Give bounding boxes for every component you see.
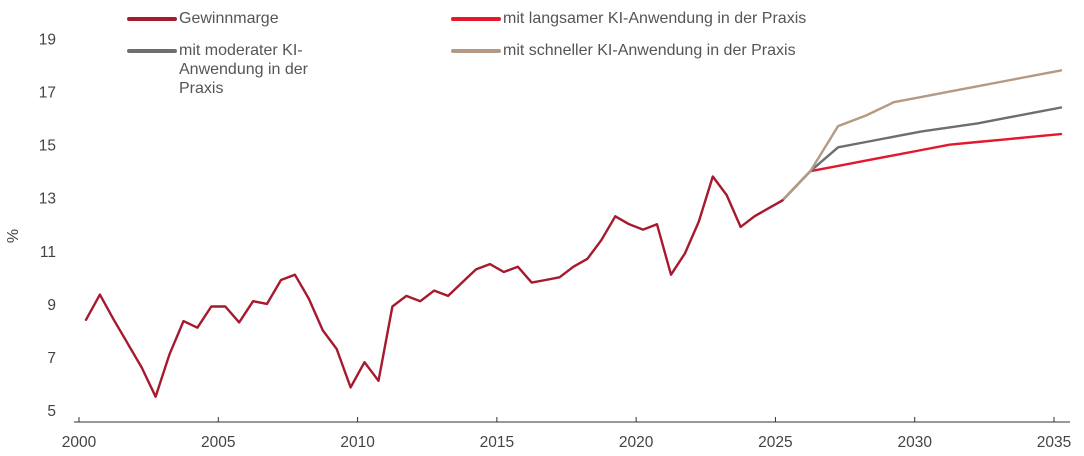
legend-item-moderat: mit moderater KI-Anwendung in der Praxis [127,41,329,98]
series-layer [84,69,1063,398]
x-tick-label: 2025 [758,434,792,451]
x-tick-label: 2005 [201,434,235,451]
legend-label: mit schneller KI-Anwendung in der Praxis [503,42,796,59]
y-tick-label: 5 [47,403,56,420]
y-tick-label: 19 [39,32,56,49]
series-line-mit-schneller-ki-anwendung-in-der-praxis [781,69,1063,202]
legend-item-langsam: mit langsamer KI-Anwendung in der Praxis [451,9,806,28]
series-line-mit-langsamer-ki-anwendung-in-der-praxis [781,132,1063,202]
legend-swatch-gewinnmarge [127,17,177,21]
x-axis-ticks: 2000 2005 2010 2015 2020 2025 2030 2035 [62,417,1071,451]
y-tick-label: 7 [47,350,56,367]
x-tick-label: 2020 [619,434,654,451]
y-tick-label: 11 [40,244,56,261]
y-tick-label: 17 [39,85,56,102]
y-tick-label: 15 [39,138,56,155]
legend-item-schnell: mit schneller KI-Anwendung in der Praxis [451,41,796,60]
x-tick-label: 2035 [1037,434,1071,451]
y-axis-ticks: 5 7 9 11 13 15 17 19 [39,32,56,420]
series-line-mit-moderater-ki-anwendung-in-der-praxis [781,106,1063,202]
legend-item-gewinnmarge: Gewinnmarge [127,9,279,28]
legend-swatch-schnell [451,49,501,53]
legend-label: mit langsamer KI-Anwendung in der Praxis [503,10,807,27]
legend-swatch-moderat [127,49,177,53]
axes: 2000 2005 2010 2015 2020 2025 2030 2035 5 7 9 11 13… [5,32,1071,451]
x-tick-label: 2010 [340,434,375,451]
x-tick-label: 2015 [480,434,514,451]
legend-label: mit moderater KI-Anwendung in der Praxis [179,42,308,97]
x-tick-label: 2030 [897,434,932,451]
y-axis-label: % [5,229,22,243]
x-tick-label: 2000 [62,434,97,451]
legend-label: Gewinnmarge [179,10,279,27]
series-line-gewinnmarge [84,175,784,398]
y-tick-label: 9 [47,297,56,314]
legend-swatch-langsam [451,17,501,21]
y-tick-label: 13 [39,191,56,208]
